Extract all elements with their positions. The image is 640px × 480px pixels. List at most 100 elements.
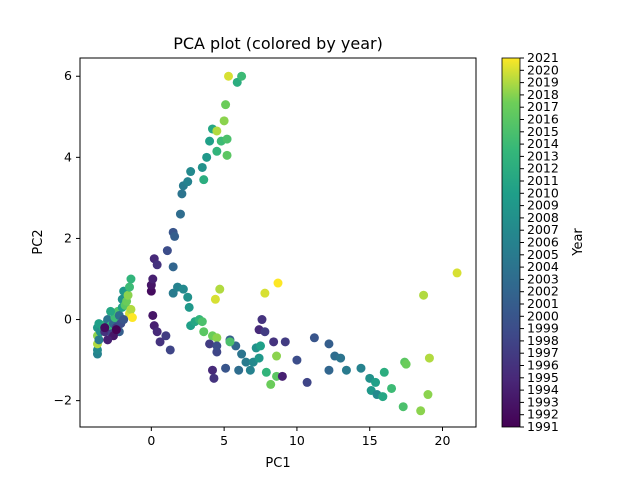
y-tick-label: −2	[54, 393, 72, 408]
scatter-point-99	[254, 353, 264, 363]
scatter-point-86	[207, 365, 217, 375]
scatter-point-129	[398, 402, 408, 412]
scatter-point-80	[199, 327, 209, 337]
scatter-point-41	[162, 246, 172, 256]
scatter-point-105	[261, 367, 271, 377]
scatter-point-45	[175, 209, 185, 219]
colorbar-tick-label: 2004	[527, 259, 559, 274]
plot-area-frame	[79, 57, 477, 428]
scatter-point-84	[215, 284, 225, 294]
scatter-point-120	[341, 365, 351, 375]
scatter-point-136	[452, 268, 462, 278]
scatter-point-35	[103, 335, 113, 345]
scatter-point-127	[379, 367, 389, 377]
y-axis-label: PC2	[31, 229, 46, 254]
colorbar-tick-label: 2006	[527, 235, 559, 250]
scatter-point-65	[148, 310, 158, 320]
scatter-point-60	[219, 116, 229, 126]
scatter-point-110	[273, 278, 283, 288]
scatter-point-68	[155, 337, 165, 347]
scatter-point-51	[202, 152, 212, 162]
scatter-point-54	[199, 175, 209, 185]
scatter-point-40	[152, 260, 162, 270]
scatter-point-81	[205, 339, 215, 349]
scatter-point-30	[126, 304, 136, 314]
scatter-point-29	[126, 274, 136, 284]
colorbar-tick-label: 1999	[527, 321, 559, 336]
colorbar-tick-label: 2012	[527, 161, 559, 176]
scatter-point-128	[387, 383, 397, 393]
scatter-point-104	[260, 288, 270, 298]
colorbar-tick-label: 1991	[527, 419, 559, 434]
colorbar-tick-label: 2016	[527, 112, 559, 127]
scatter-point-50	[197, 162, 207, 172]
colorbar-tick-label: 1994	[527, 382, 559, 397]
scatter-point-132	[416, 406, 426, 416]
colorbar-tick-label: 2002	[527, 284, 559, 299]
scatter-point-79	[197, 317, 207, 327]
scatter-point-114	[302, 377, 312, 387]
colorbar-tick-label: 2018	[527, 87, 559, 102]
colorbar-tick-label: 2000	[527, 308, 559, 323]
scatter-point-93	[234, 365, 244, 375]
scatter-point-38	[148, 274, 158, 284]
colorbar-tick-label: 2009	[527, 198, 559, 213]
colorbar-label: Year	[571, 228, 586, 257]
colorbar-tick-label: 1997	[527, 345, 559, 360]
scatter-point-87	[209, 373, 219, 383]
scatter-point-85	[210, 294, 220, 304]
scatter-point-106	[266, 379, 276, 389]
scatter-point-117	[324, 365, 334, 375]
scatter-point-31	[127, 313, 137, 323]
scatter-point-75	[184, 302, 194, 312]
scatter-points	[92, 71, 462, 416]
scatter-point-43	[170, 231, 180, 241]
scatter-point-64	[237, 71, 247, 81]
x-tick-label: 5	[220, 433, 228, 448]
scatter-point-126	[378, 392, 388, 402]
colorbar-tick-label: 2008	[527, 210, 559, 225]
colorbar	[501, 57, 521, 428]
scatter-point-83	[212, 333, 222, 343]
colorbar-tick-label: 1993	[527, 394, 559, 409]
scatter-point-112	[280, 337, 290, 347]
scatter-point-134	[424, 353, 434, 363]
colorbar-tick-label: 2011	[527, 173, 559, 188]
y-tick-label: 6	[64, 68, 72, 83]
scatter-point-137	[100, 323, 110, 333]
colorbar-tick-label: 2020	[527, 62, 559, 77]
scatter-point-111	[277, 371, 287, 381]
colorbar-tick-label: 2017	[527, 99, 559, 114]
y-tick-label: 0	[64, 312, 72, 327]
scatter-point-116	[324, 339, 334, 349]
scatter-point-57	[222, 134, 232, 144]
x-tick-label: 20	[435, 433, 451, 448]
scatter-point-89	[212, 341, 222, 351]
scatter-point-100	[256, 341, 266, 351]
y-axis-ticks: −2 0 2 4 6	[54, 68, 80, 408]
scatter-point-49	[186, 167, 196, 177]
chart-title: PCA plot (colored by year)	[173, 34, 383, 53]
scatter-point-46	[177, 189, 187, 199]
scatter-point-67	[152, 327, 162, 337]
scatter-point-133	[419, 290, 429, 300]
scatter-point-108	[272, 351, 282, 361]
colorbar-tick-label: 2003	[527, 271, 559, 286]
scatter-point-55	[212, 146, 222, 156]
colorbar-tick-label: 1998	[527, 333, 559, 348]
scatter-point-95	[241, 357, 251, 367]
scatter-point-113	[292, 355, 302, 365]
colorbar-tick-label: 2021	[527, 50, 559, 65]
x-tick-label: 0	[147, 433, 155, 448]
colorbar-tick-label: 1992	[527, 407, 559, 422]
scatter-point-73	[178, 284, 188, 294]
scatter-point-121	[356, 363, 366, 373]
scatter-point-139	[106, 306, 116, 316]
colorbar-tick-label: 2010	[527, 185, 559, 200]
x-axis-label: PC1	[265, 456, 290, 471]
scatter-point-138	[111, 325, 121, 335]
scatter-point-52	[205, 136, 215, 146]
scatter-point-44	[168, 262, 178, 272]
x-axis-ticks: 0 5 10 15 20	[147, 427, 451, 448]
scatter-point-26	[123, 290, 133, 300]
